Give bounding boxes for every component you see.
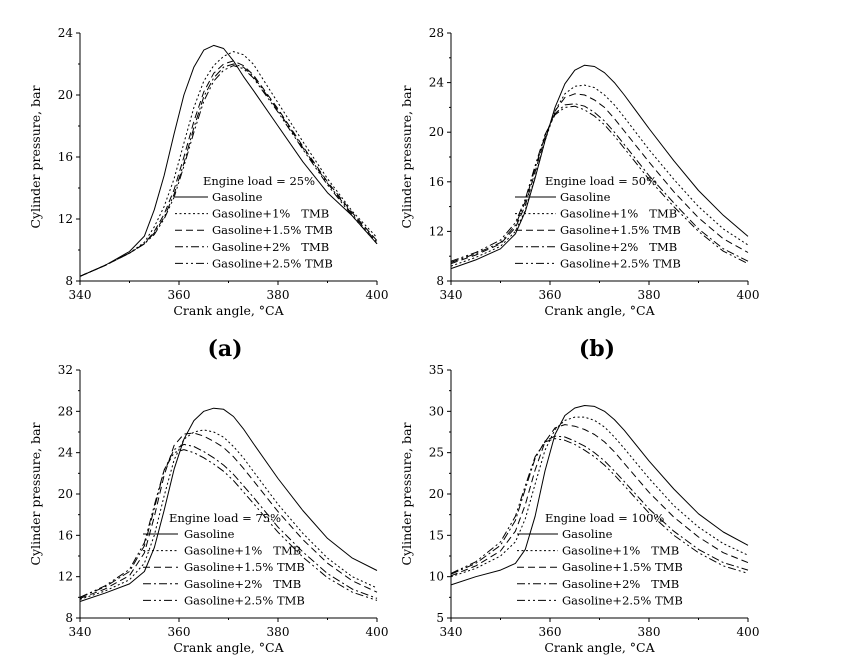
series-line-4 [450, 103, 749, 263]
series-line-2 [450, 84, 749, 267]
legend-title: Engine load = 75% [169, 511, 281, 525]
y-tick-label: 24 [429, 76, 445, 90]
legend-entry-3: Gasoline+1.5% TMB [562, 560, 683, 574]
x-axis-label: Crank angle, °CA [544, 303, 655, 318]
series-line-2 [79, 51, 378, 277]
y-tick-label: 5 [436, 611, 444, 625]
series-line-3 [79, 60, 378, 277]
y-tick-label: 8 [65, 274, 73, 288]
series-line-5 [79, 65, 378, 277]
x-tick-label: 380 [267, 625, 290, 639]
legend-entry-1: Gasoline [560, 190, 611, 204]
y-tick-label: 10 [429, 570, 444, 584]
legend-entry-2: Gasoline+1% TMB [184, 544, 301, 558]
legend-entry-2: Gasoline+1% TMB [562, 544, 679, 558]
legend-entry-4: Gasoline+2% TMB [212, 240, 329, 254]
series-line-1 [450, 64, 749, 270]
y-tick-label: 20 [58, 487, 73, 501]
chart-panel-1: 340 360 380 400 8 12 16 20 24 Crank angle, °CA Cyl… [28, 26, 388, 362]
legend-entry-3: Gasoline+1.5% TMB [560, 223, 681, 237]
y-axis-label: Cylinder pressure, bar [28, 422, 43, 565]
x-tick-label: 360 [168, 288, 191, 302]
legend-title: Engine load = 50% [545, 174, 657, 188]
y-tick-label: 12 [58, 570, 73, 584]
y-tick-label: 8 [436, 274, 444, 288]
legend-entry-1: Gasoline [562, 527, 613, 541]
y-tick-label: 35 [429, 363, 444, 377]
chart-panel-2: 340 360 380 400 8 12 16 20 24 28 Crank angle, °CA C… [399, 26, 759, 362]
series-line-2 [450, 416, 749, 578]
y-tick-label: 25 [429, 446, 444, 460]
series-line-5 [450, 438, 749, 574]
series-line-1 [79, 44, 378, 277]
y-tick-label: 12 [429, 224, 444, 238]
series-line-1 [450, 405, 749, 586]
y-tick-label: 15 [429, 528, 444, 542]
x-axis-label: Crank angle, °CA [544, 640, 655, 655]
series-line-3 [450, 93, 749, 265]
series-line-3 [79, 432, 378, 599]
y-tick-label: 16 [429, 175, 444, 189]
y-axis-label: Cylinder pressure, bar [399, 85, 414, 228]
legend-entry-3: Gasoline+1.5% TMB [184, 560, 305, 574]
y-tick-label: 32 [58, 363, 73, 377]
y-tick-label: 12 [58, 212, 73, 226]
legend-entry-2: Gasoline+1% TMB [560, 207, 677, 221]
y-tick-label: 20 [429, 125, 444, 139]
legend-entry-4: Gasoline+2% TMB [184, 577, 301, 591]
legend-entry-5: Gasoline+2.5% TMB [212, 256, 333, 270]
x-axis-label: Crank angle, °CA [173, 303, 284, 318]
y-tick-label: 20 [58, 88, 73, 102]
y-tick-label: 16 [58, 528, 73, 542]
x-tick-label: 380 [638, 288, 661, 302]
legend-entry-1: Gasoline [184, 527, 235, 541]
y-tick-label: 16 [58, 150, 73, 164]
series-line-3 [450, 424, 749, 577]
legend-title: Engine load = 100% [545, 511, 664, 525]
x-tick-label: 340 [440, 625, 463, 639]
panel-label: (a) [207, 336, 242, 362]
y-tick-label: 24 [58, 26, 74, 40]
legend-entry-3: Gasoline+1.5% TMB [212, 223, 333, 237]
series-line-4 [450, 435, 749, 575]
legend-entry-5: Gasoline+2.5% TMB [562, 593, 683, 607]
legend-entry-4: Gasoline+2% TMB [560, 240, 677, 254]
x-axis-label: Crank angle, °CA [173, 640, 284, 655]
x-tick-label: 340 [440, 288, 463, 302]
y-tick-label: 30 [429, 404, 444, 418]
x-tick-label: 380 [638, 625, 661, 639]
x-tick-label: 400 [737, 288, 760, 302]
y-tick-label: 20 [429, 487, 444, 501]
legend-entry-2: Gasoline+1% TMB [212, 207, 329, 221]
x-tick-label: 400 [366, 625, 389, 639]
y-tick-label: 8 [65, 611, 73, 625]
x-tick-label: 400 [366, 288, 389, 302]
legend-entry-5: Gasoline+2.5% TMB [184, 593, 305, 607]
legend-title: Engine load = 25% [203, 174, 315, 188]
series-line-4 [79, 443, 378, 599]
chart-panel-3: 340 360 380 400 8 12 16 20 24 28 32 Crank angle, °C… [28, 363, 388, 655]
y-tick-label: 28 [429, 26, 444, 40]
panel-label: (b) [579, 336, 615, 362]
chart-panel-4: 340 360 380 400 5 10 15 20 25 30 35 Crank angle, °C… [399, 363, 759, 655]
x-tick-label: 400 [737, 625, 760, 639]
x-tick-label: 340 [69, 288, 92, 302]
x-tick-label: 340 [69, 625, 92, 639]
x-tick-label: 360 [168, 625, 191, 639]
legend-entry-1: Gasoline [212, 190, 263, 204]
legend-entry-5: Gasoline+2.5% TMB [560, 256, 681, 270]
x-tick-label: 360 [539, 288, 562, 302]
series-line-4 [79, 63, 378, 277]
y-tick-label: 28 [58, 404, 73, 418]
legend-entry-4: Gasoline+2% TMB [562, 577, 679, 591]
y-tick-label: 24 [58, 446, 74, 460]
y-axis-label: Cylinder pressure, bar [28, 85, 43, 228]
y-axis-label: Cylinder pressure, bar [399, 422, 414, 565]
x-tick-label: 380 [267, 288, 290, 302]
x-tick-label: 360 [539, 625, 562, 639]
